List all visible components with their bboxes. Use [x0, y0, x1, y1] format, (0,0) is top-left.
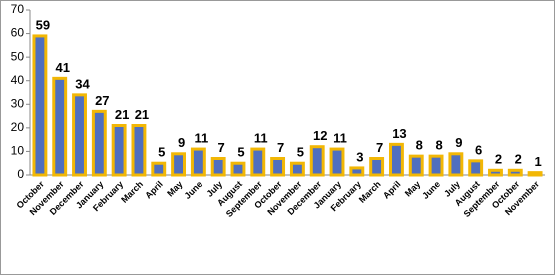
data-label: 2 [515, 152, 522, 167]
data-label: 8 [435, 138, 442, 153]
data-label: 27 [95, 93, 109, 108]
y-tick-label: 40 [11, 73, 25, 87]
bar [171, 152, 187, 177]
y-tick-label: 20 [11, 120, 25, 134]
y-tick-label: 50 [11, 49, 25, 63]
data-label: 8 [416, 138, 423, 153]
bar [131, 124, 147, 177]
bar [468, 159, 484, 177]
bar [389, 142, 404, 177]
bar [151, 161, 167, 177]
data-label: 21 [115, 107, 129, 122]
bar [72, 93, 87, 177]
data-label: 2 [495, 152, 502, 167]
bar [329, 147, 345, 177]
data-label: 5 [297, 145, 304, 160]
data-label: 11 [254, 131, 268, 146]
bar [230, 161, 246, 177]
bar [270, 157, 286, 177]
data-label: 41 [55, 60, 69, 75]
bar [91, 109, 107, 177]
y-tick-label: 30 [11, 96, 25, 110]
data-label: 9 [455, 135, 462, 150]
data-label: 7 [376, 140, 383, 155]
y-tick-label: 10 [11, 144, 25, 158]
data-label: 7 [218, 140, 225, 155]
bar [250, 147, 266, 177]
data-label: 3 [356, 149, 363, 164]
bar [289, 161, 305, 177]
data-label: 1 [534, 154, 541, 169]
bar [190, 147, 206, 177]
y-tick-label: 0 [17, 167, 24, 181]
bar [408, 154, 424, 177]
data-label: 13 [392, 126, 406, 141]
data-label: 34 [75, 76, 90, 91]
bar [428, 154, 444, 177]
data-label: 5 [237, 145, 244, 160]
y-tick-label: 60 [11, 26, 25, 40]
bar [52, 76, 68, 177]
bar [369, 157, 385, 177]
data-label: 11 [333, 131, 347, 146]
bar [488, 168, 503, 177]
y-tick-label: 70 [11, 2, 25, 16]
data-label: 11 [194, 131, 208, 146]
bar [210, 157, 226, 177]
bar [527, 171, 543, 177]
data-label: 5 [158, 145, 165, 160]
bar [349, 166, 365, 177]
data-label: 21 [135, 107, 149, 122]
data-label: 6 [475, 142, 482, 157]
bar [309, 145, 325, 177]
data-label: 9 [178, 135, 185, 150]
bar [507, 168, 523, 177]
data-label: 7 [277, 140, 284, 155]
data-label: 59 [36, 17, 50, 32]
bar [111, 124, 127, 177]
data-label: 12 [313, 128, 327, 143]
bar [32, 34, 48, 177]
bar [448, 152, 464, 177]
